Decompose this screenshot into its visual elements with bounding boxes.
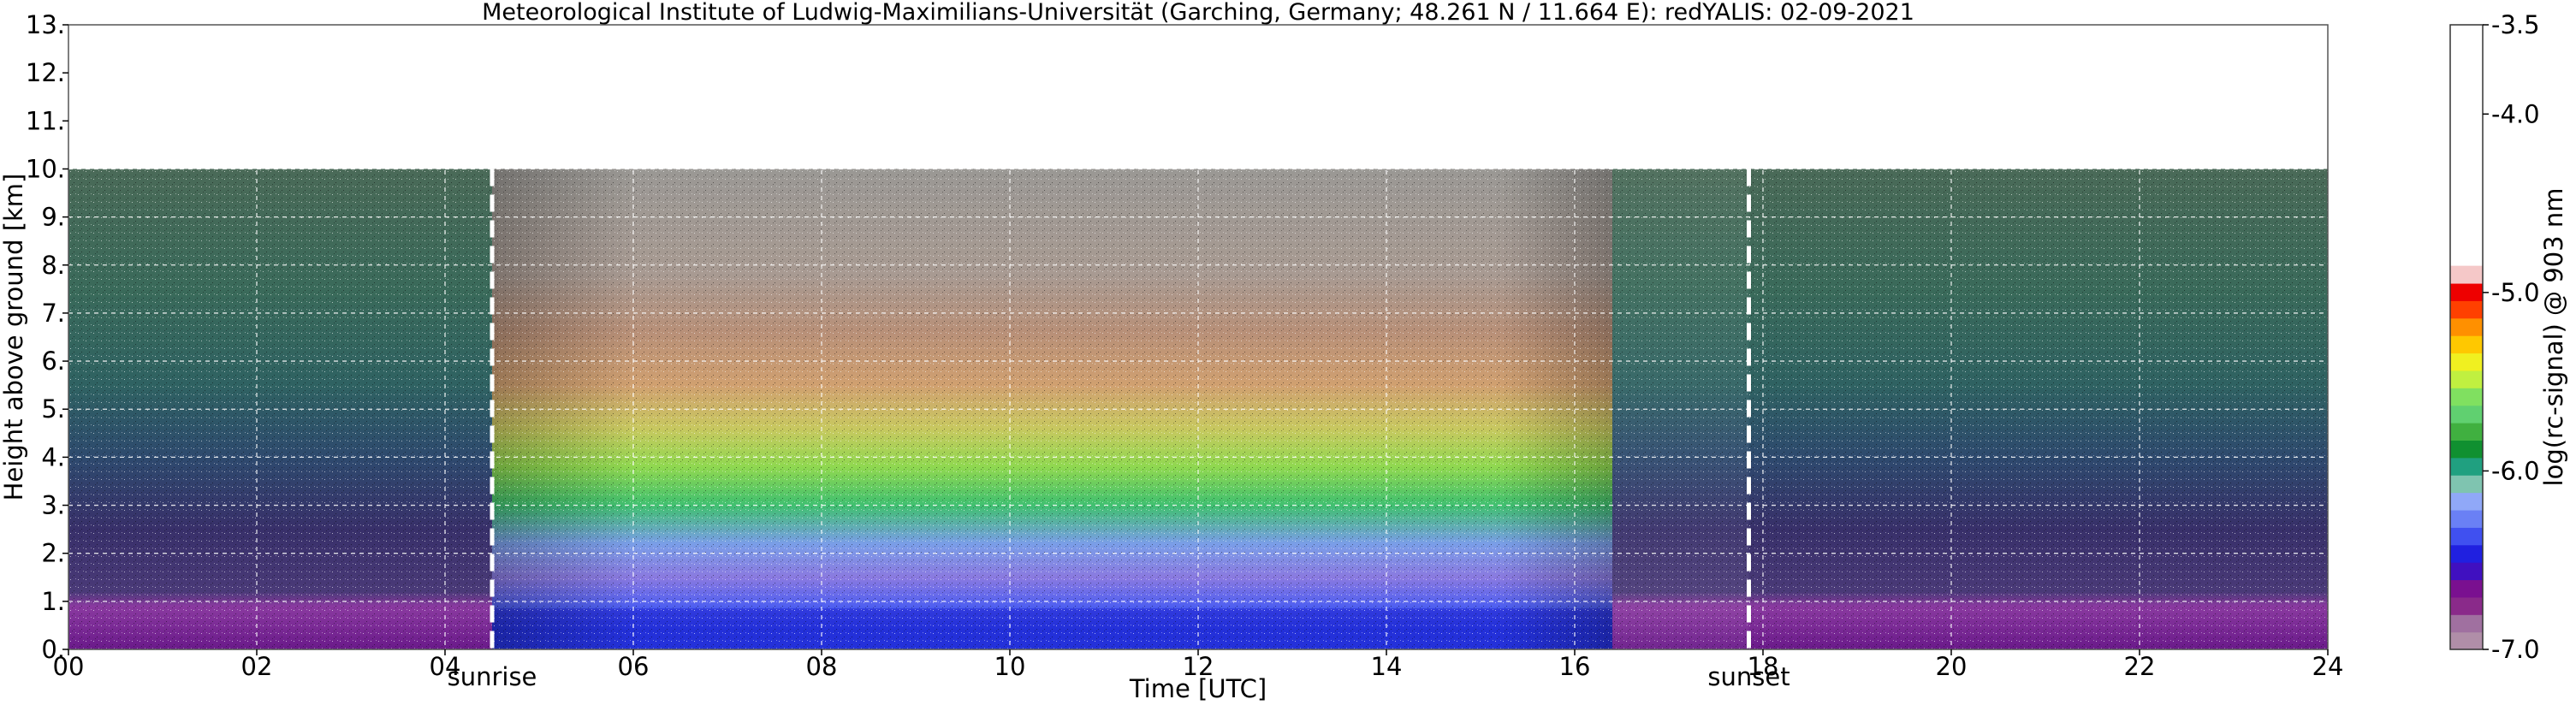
x-axis: 00 02 04 06 08 10 12 14 16 18 20 22 24 (53, 649, 2344, 681)
colorbar-segment (2450, 423, 2483, 441)
y-tick-label: 11. (26, 106, 65, 135)
colorbar-frame (2449, 24, 2484, 650)
y-tick-label: 13. (26, 10, 65, 39)
colorbar-segment (2450, 405, 2483, 424)
colorbar-segments (2450, 25, 2483, 650)
x-tick-label: 04 (430, 652, 461, 681)
y-tick-label: 4. (41, 442, 65, 471)
x-tick-label: 18 (1748, 652, 1779, 681)
colorbar-segment (2450, 282, 2483, 301)
colorbar-tick-label: -6.0 (2491, 456, 2540, 485)
event-label-sunset: sunset (1707, 662, 1790, 691)
y-tick-label: 7. (41, 299, 65, 328)
colorbar-segment (2450, 440, 2483, 459)
x-tick-label: 02 (241, 652, 273, 681)
colorbar-segment (2450, 544, 2483, 563)
colorbar-tick-label: -5.0 (2491, 278, 2540, 307)
colorbar-segment (2450, 631, 2483, 650)
colorbar-segment (2450, 562, 2483, 581)
colorbar-segment (2450, 388, 2483, 406)
colorbar-tick-label: -7.0 (2491, 635, 2540, 664)
y-tick-label: 2. (41, 539, 65, 568)
x-tick-label: 08 (806, 652, 838, 681)
y-tick-label: 8. (41, 251, 65, 280)
colorbar-segment (2450, 596, 2483, 615)
colorbar-segment (2450, 527, 2483, 546)
colorbar-tick-label: -3.5 (2491, 10, 2540, 39)
chart-title: Meteorological Institute of Ludwig-Maxim… (482, 0, 1914, 26)
y-tick-label: 0. (41, 635, 65, 664)
x-tick-label: 00 (53, 652, 85, 681)
colorbar-label: log(rc-signal) @ 903 nm (2539, 188, 2568, 487)
event-labels: sunrise sunset (448, 662, 1790, 691)
colorbar-segment (2450, 579, 2483, 598)
y-tick-label: 10. (26, 154, 65, 183)
colorbar-segment (2450, 492, 2483, 511)
colorbar-segment-top (2450, 25, 2483, 266)
y-axis-label: Height above ground [km] (0, 174, 28, 501)
colorbar-segment (2450, 614, 2483, 633)
colorbar: -7.0 -6.0 -5.0 -4.0 -3.5 log(rc-signal) @ 90… (2449, 10, 2568, 664)
colorbar-segment (2450, 352, 2483, 371)
y-tick-label: 6. (41, 347, 65, 376)
x-tick-label: 06 (618, 652, 650, 681)
colorbar-segment (2450, 300, 2483, 319)
x-tick-label: 14 (1371, 652, 1403, 681)
y-tick-label: 5. (41, 394, 65, 424)
colorbar-segment (2450, 457, 2483, 476)
y-tick-label: 9. (41, 203, 65, 232)
event-lines (490, 169, 1751, 649)
event-label-sunrise: sunrise (448, 662, 537, 691)
colorbar-segment (2450, 475, 2483, 494)
colorbar-segment (2450, 370, 2483, 388)
x-axis-label: Time [UTC] (1129, 674, 1267, 703)
colorbar-segment (2450, 335, 2483, 354)
x-tick-label: 10 (994, 652, 1026, 681)
colorbar-segment (2450, 317, 2483, 336)
colorbar-segment (2450, 265, 2483, 284)
x-tick-label: 16 (1559, 652, 1591, 681)
x-tick-label: 20 (1936, 652, 1968, 681)
plot-area (68, 24, 2329, 650)
x-tick-label: 24 (2312, 652, 2344, 681)
y-axis: 0. 1. 2. 3. 4. 5. 6. 7. 8. 9. 10. 11. 12. 13. (26, 10, 68, 664)
y-tick-label: 1. (41, 587, 65, 616)
colorbar-ticks: -7.0 -6.0 -5.0 -4.0 -3.5 (2483, 10, 2540, 664)
x-tick-label: 12 (1183, 652, 1214, 681)
x-tick-label: 22 (2124, 652, 2156, 681)
y-tick-label: 12. (26, 58, 65, 87)
colorbar-tick-label: -4.0 (2491, 99, 2540, 128)
y-tick-label: 3. (41, 491, 65, 520)
colorbar-segment (2450, 509, 2483, 528)
grid-lines (68, 25, 2328, 649)
